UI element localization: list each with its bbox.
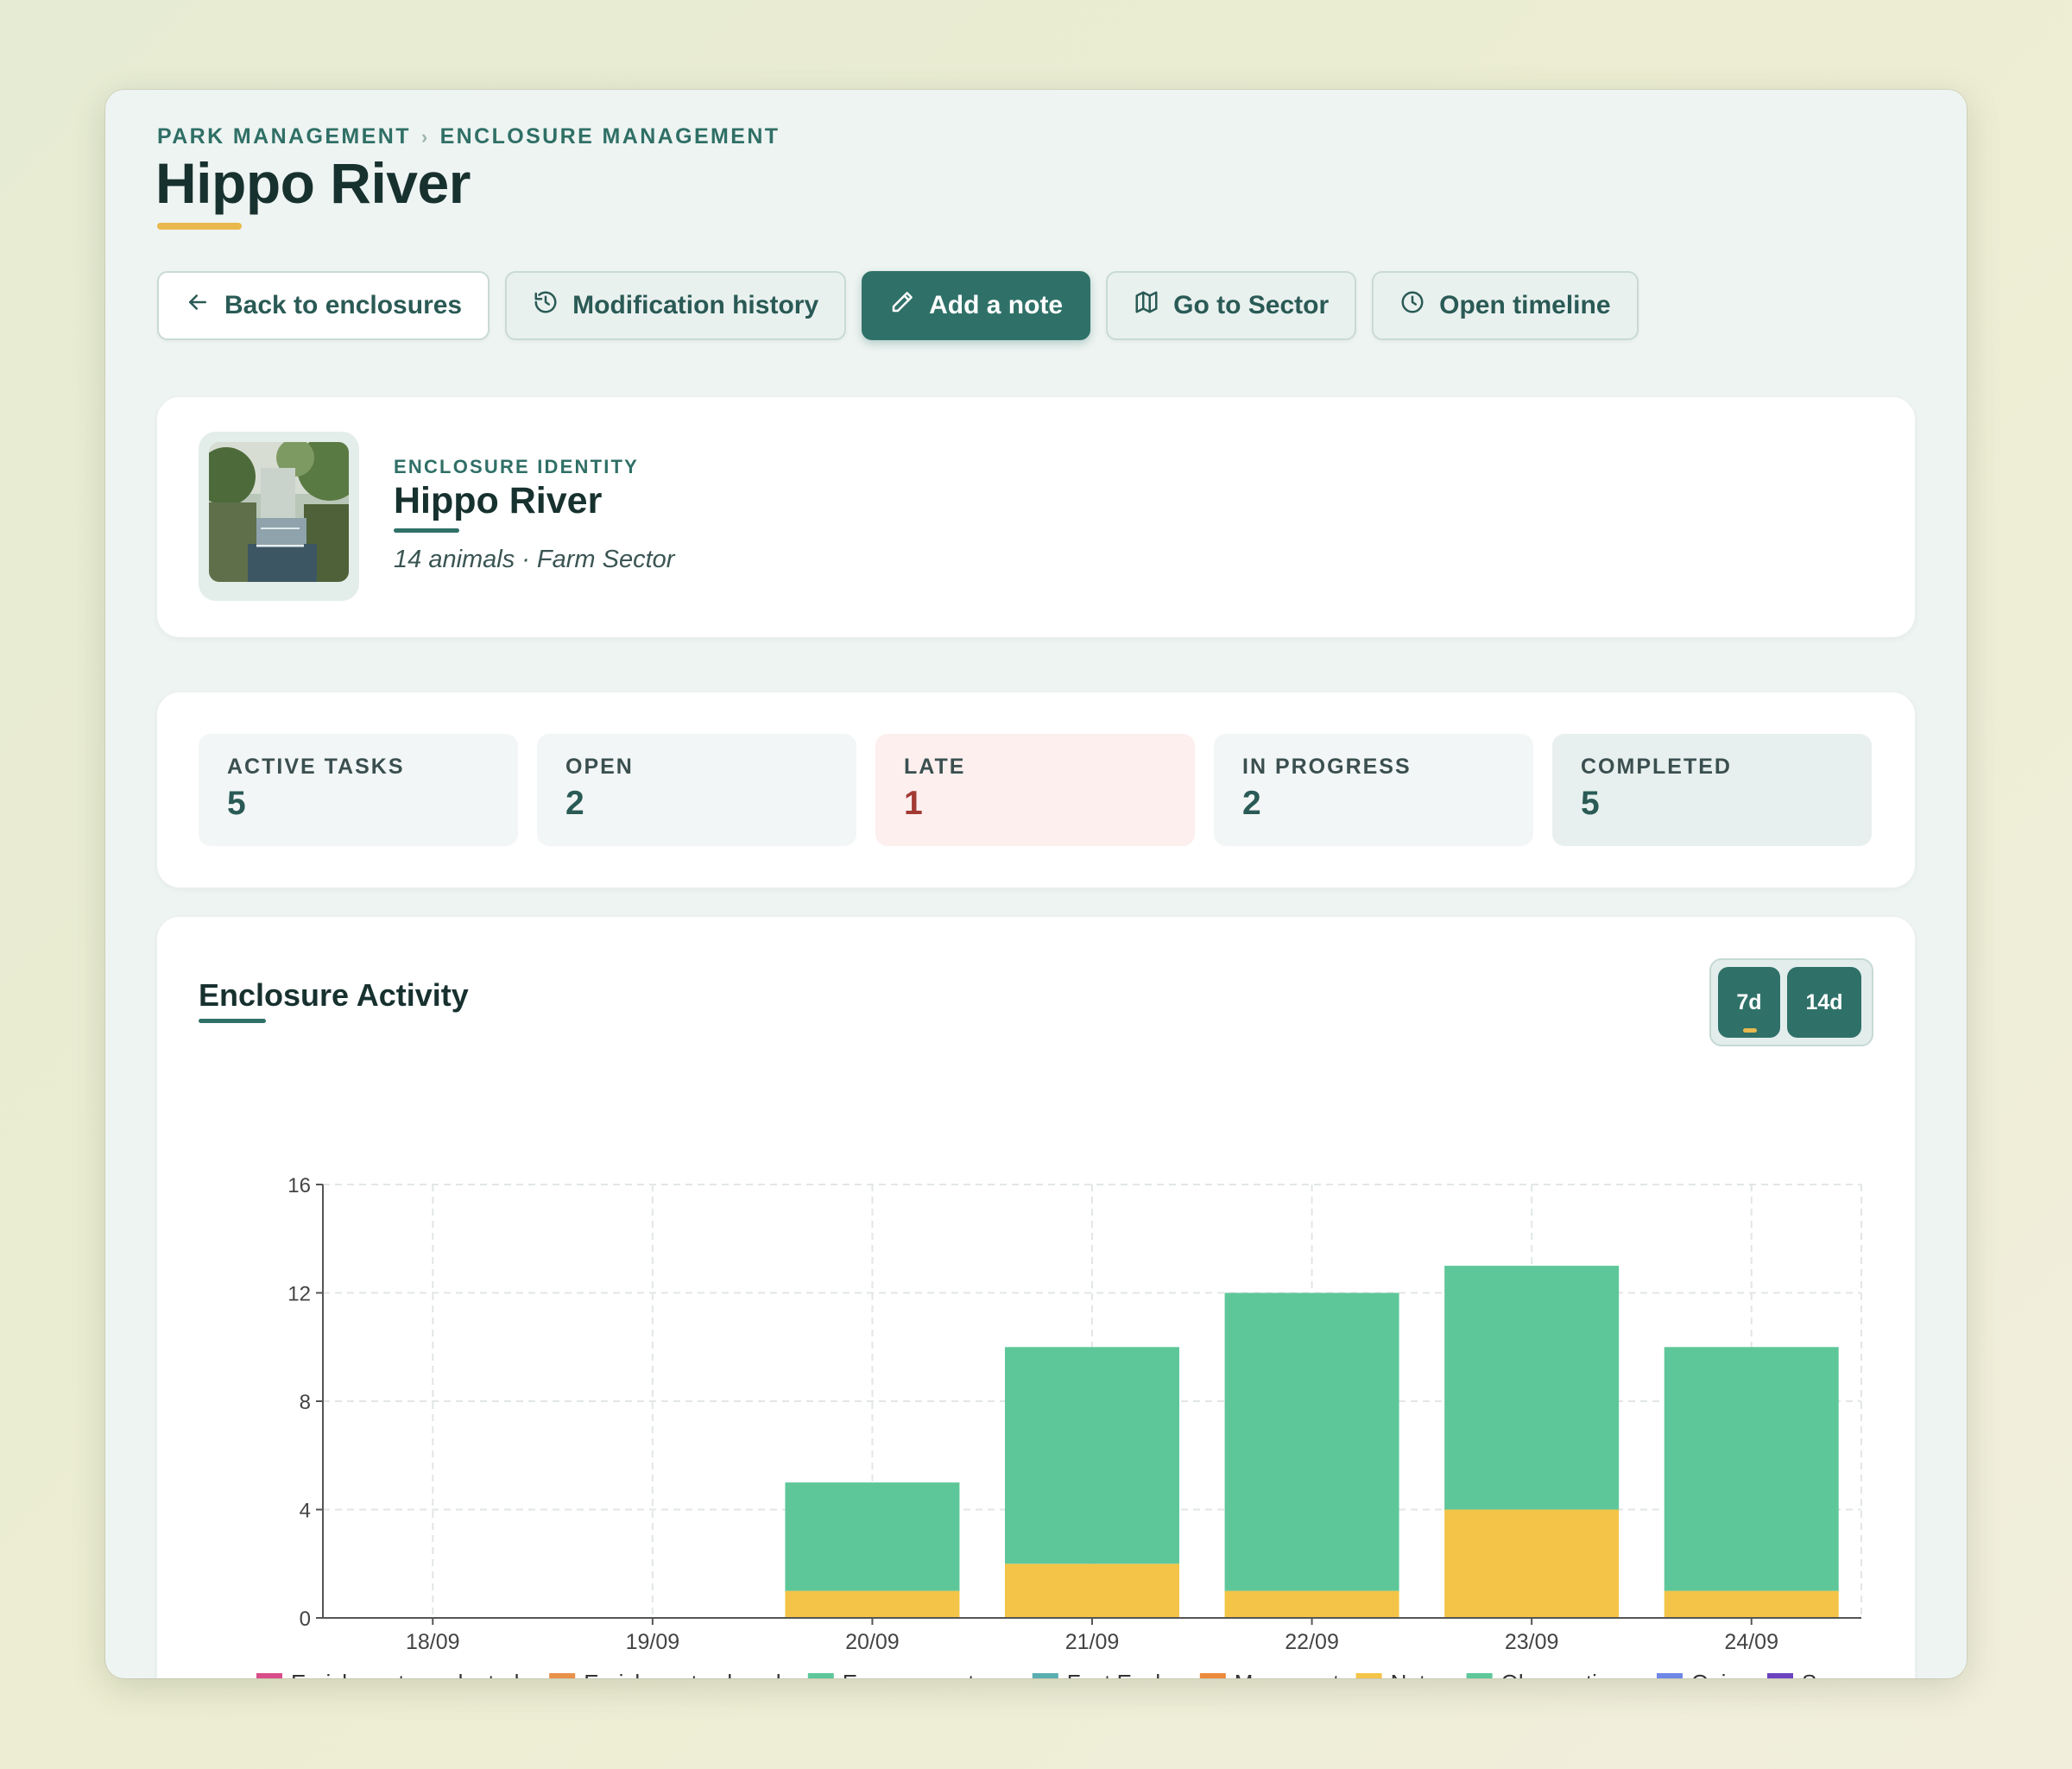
enclosure-photo [209,442,349,582]
activity-title: Enclosure Activity [199,977,469,1013]
back-to-enclosures-label: Back to enclosures [224,291,463,319]
legend-label: Fast Evals [1067,1670,1172,1678]
bar-segment [1224,1590,1399,1618]
breadcrumb-enclosure-management[interactable]: ENCLOSURE MANAGEMENT [439,124,780,148]
activity-title-underline [199,1019,266,1023]
y-tick-label: 0 [300,1608,311,1631]
legend-swatch [1032,1673,1058,1678]
bar-segment [1664,1590,1839,1618]
open-timeline-label: Open timeline [1439,291,1611,319]
clock-icon [1399,289,1425,322]
legend-label: Movements [1235,1670,1350,1678]
stat-in-progress: IN PROGRESS 2 [1214,734,1533,846]
x-tick-label: 18/09 [406,1630,460,1654]
y-tick-label: 8 [300,1391,311,1414]
stat-label: COMPLETED [1581,755,1732,779]
enclosure-name-underline [394,528,459,533]
history-icon [533,289,559,322]
meta-separator: · [521,546,530,573]
bar-segment [1224,1292,1399,1591]
bar-segment [785,1482,960,1591]
enclosure-name: Hippo River [394,480,603,521]
bar-segment [1444,1266,1620,1510]
modification-history-button[interactable]: Modification history [505,271,847,340]
x-tick-label: 22/09 [1285,1630,1339,1654]
bar-segment [1005,1564,1179,1618]
modification-history-label: Modification history [572,291,819,319]
stat-value: 1 [904,785,923,822]
identity-kicker: ENCLOSURE IDENTITY [394,456,640,477]
legend-swatch [1466,1673,1493,1678]
sector-name: Farm Sector [536,546,675,573]
legend-swatch [1199,1673,1226,1678]
back-to-enclosures-button[interactable]: Back to enclosures [157,271,490,340]
enclosure-activity-card: Enclosure Activity 7d 14d 0 4 8 12 16 18/09 19… [157,917,1915,1678]
map-icon [1134,289,1159,322]
open-timeline-button[interactable]: Open timeline [1372,271,1639,340]
range-14d-label: 14d [1805,989,1843,1014]
x-tick-label: 24/09 [1724,1630,1778,1654]
title-underline [157,223,242,230]
bar-segment [1005,1347,1179,1564]
page-title: Hippo River [155,151,471,215]
bar-segment [785,1590,960,1618]
range-toggle: 7d 14d [1709,958,1873,1046]
legend-label: Quizz [1691,1670,1748,1678]
legend-swatch [807,1673,834,1678]
legend-label: Env. parameters [843,1670,1006,1678]
enclosure-photo-frame [199,432,359,601]
stat-value: 5 [227,785,246,822]
y-tick-label: 16 [287,1174,311,1197]
go-to-sector-label: Go to Sector [1173,291,1330,319]
legend-label: Enrichments evaluated [291,1670,519,1678]
legend-swatch [1657,1673,1683,1678]
stat-late: LATE 1 [875,734,1195,846]
stat-label: LATE [904,755,966,779]
toolbar: Back to enclosures Modification history … [157,271,1639,340]
x-tick-label: 20/09 [845,1630,900,1654]
enclosure-meta: 14 animals · Farm Sector [394,546,674,574]
breadcrumb: PARK MANAGEMENT › ENCLOSURE MANAGEMENT [157,124,780,149]
add-note-label: Add a note [929,291,1064,319]
range-7d-label: 7d [1736,989,1762,1014]
task-stats-card: ACTIVE TASKS 5 OPEN 2 LATE 1 IN PROGRESS… [157,692,1915,888]
x-tick-label: 19/09 [626,1630,680,1654]
go-to-sector-button[interactable]: Go to Sector [1106,271,1357,340]
app-window: PARK MANAGEMENT › ENCLOSURE MANAGEMENT H… [105,90,1967,1678]
bar-segment [1664,1347,1839,1591]
x-tick-label: 21/09 [1065,1630,1120,1654]
stat-completed: COMPLETED 5 [1552,734,1872,846]
x-tick-label: 23/09 [1505,1630,1559,1654]
legend-swatch [1355,1673,1382,1678]
arrow-left-icon [185,289,211,322]
stat-label: OPEN [565,755,634,779]
pencil-icon [889,289,915,322]
stat-value: 5 [1581,785,1600,822]
stat-open: OPEN 2 [537,734,856,846]
breadcrumb-park-management[interactable]: PARK MANAGEMENT [157,124,411,148]
breadcrumb-separator: › [420,125,430,148]
legend-swatch [256,1673,282,1678]
stat-active-tasks: ACTIVE TASKS 5 [199,734,518,846]
activity-chart: 0 4 8 12 16 18/09 19/09 20/09 21/09 22/09 23/09 24/… [256,1174,1864,1678]
stat-label: IN PROGRESS [1242,755,1412,779]
legend-label: Notes [1391,1670,1450,1678]
range-14d-button[interactable]: 14d [1787,967,1861,1038]
range-7d-button[interactable]: 7d [1718,967,1780,1038]
bar-segment [1444,1509,1620,1618]
animal-count: 14 animals [394,546,515,573]
legend-swatch [549,1673,576,1678]
add-note-button[interactable]: Add a note [862,271,1091,340]
stat-label: ACTIVE TASKS [227,755,405,779]
enclosure-identity-card: ENCLOSURE IDENTITY Hippo River 14 animal… [157,397,1915,637]
legend-label: Enrichments placed [584,1670,780,1678]
legend-label: Scans [1802,1670,1864,1678]
y-tick-label: 4 [300,1500,311,1523]
legend-swatch [1767,1673,1793,1678]
stat-value: 2 [565,785,584,822]
y-tick-label: 12 [287,1283,311,1306]
legend-label: Observations [1501,1670,1633,1678]
active-range-indicator [1743,1028,1757,1033]
stat-value: 2 [1242,785,1261,822]
